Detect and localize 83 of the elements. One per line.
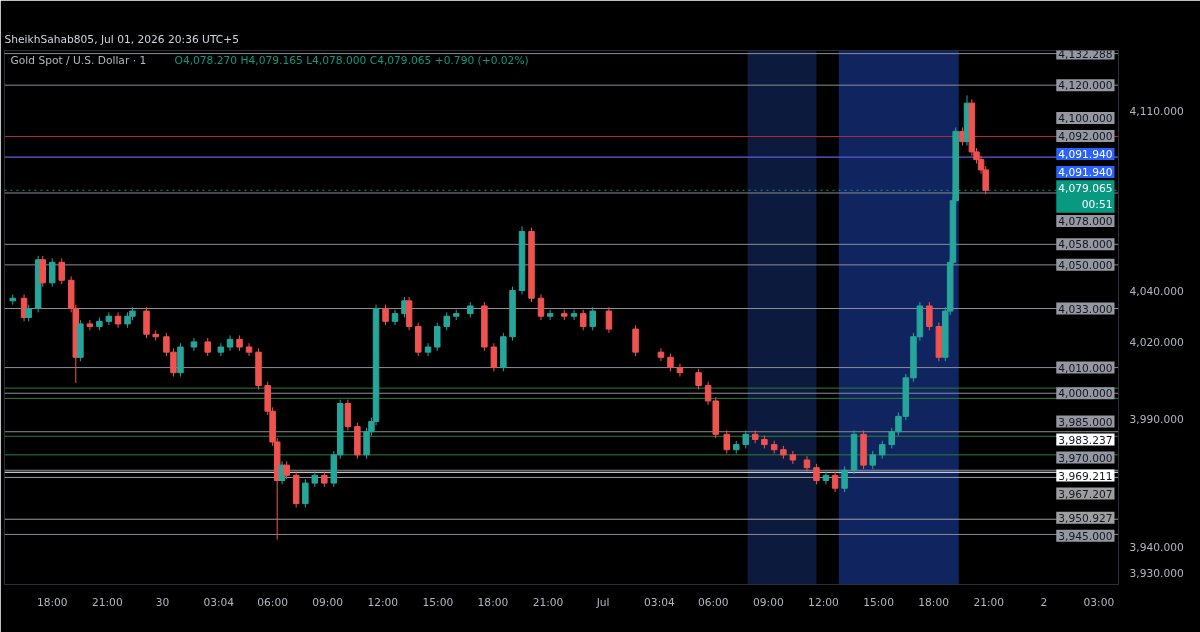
candlestick bbox=[217, 342, 225, 357]
y-tick-label: 4,040.000 bbox=[1129, 284, 1184, 298]
ref-line-label: 4,050.000 bbox=[1058, 258, 1113, 272]
ref-line-label: 3,969.211 bbox=[1058, 469, 1113, 483]
y-tick-label: 3,990.000 bbox=[1129, 412, 1184, 426]
x-tick-label: 15:00 bbox=[863, 595, 895, 609]
x-tick-label: 06:00 bbox=[697, 595, 729, 609]
candlestick bbox=[579, 309, 587, 331]
candlestick bbox=[245, 342, 253, 357]
candlestick bbox=[570, 309, 578, 321]
chart-title: Gold Spot / U.S. Dollar · 1 bbox=[10, 53, 147, 67]
x-tick-label: 15:00 bbox=[422, 595, 454, 609]
x-tick-label: 09:00 bbox=[753, 595, 784, 609]
candlestick bbox=[589, 306, 596, 331]
candlestick bbox=[48, 257, 56, 288]
y-tick-label: 3,940.000 bbox=[1129, 541, 1184, 555]
candlestick bbox=[537, 293, 545, 321]
ref-line-label: 3,970.000 bbox=[1058, 451, 1113, 465]
ref-line-label: 3,985.000 bbox=[1058, 415, 1113, 429]
x-tick-label: 2 bbox=[1040, 595, 1048, 609]
candlestick bbox=[39, 255, 47, 288]
x-tick-label: 03:00 bbox=[1083, 595, 1115, 609]
candlestick bbox=[723, 429, 731, 455]
candlestick bbox=[822, 471, 830, 485]
candlestick bbox=[632, 324, 639, 357]
ref-line-label: 4,000.000 bbox=[1058, 387, 1113, 401]
ref-line-label: 4,100.000 bbox=[1058, 112, 1113, 126]
candlestick bbox=[190, 337, 198, 352]
x-tick-label: 18:00 bbox=[36, 595, 68, 609]
x-tick-label: 21:00 bbox=[91, 595, 123, 609]
ref-line-label: 4,091.940 bbox=[1058, 148, 1113, 162]
x-tick-label: 03:04 bbox=[644, 595, 676, 609]
ref-line-label: 4,033.000 bbox=[1058, 302, 1113, 316]
ref-line-label: 3,950.927 bbox=[1058, 511, 1113, 525]
annotation: O4,078.270 H4,079.165 L4,078.000 C4,079.065 +0.790 (+0.02%) bbox=[174, 53, 529, 67]
y-tick-label: 4,020.000 bbox=[1129, 335, 1184, 349]
ref-line-label: 4,120.000 bbox=[1058, 79, 1113, 93]
x-tick-label: 12:00 bbox=[808, 595, 840, 609]
x-tick-label: 12:00 bbox=[367, 595, 399, 609]
candlestick bbox=[490, 342, 498, 372]
candlestick bbox=[382, 304, 389, 326]
candlestick bbox=[86, 319, 94, 331]
candlestick bbox=[105, 311, 113, 326]
candlestick bbox=[803, 455, 811, 473]
candlestick bbox=[58, 257, 65, 285]
ref-line-label: 3,967.207 bbox=[1058, 487, 1113, 501]
ref-line-label: 4,092.000 bbox=[1058, 130, 1113, 144]
x-tick-label: 30 bbox=[155, 595, 170, 609]
candlestick bbox=[789, 450, 797, 465]
candlestick bbox=[344, 399, 352, 431]
candlestick bbox=[605, 306, 613, 334]
ref-line-label: 4,058.000 bbox=[1058, 238, 1113, 252]
candlestick bbox=[695, 368, 702, 390]
ref-line-label: 4,078.000 bbox=[1058, 215, 1113, 229]
candlestick bbox=[676, 363, 684, 378]
candlestick bbox=[813, 463, 820, 485]
candlestick bbox=[657, 347, 665, 362]
x-tick-label: 09:00 bbox=[312, 595, 344, 609]
candlestick bbox=[424, 342, 432, 357]
y-tick-label: 4,110.000 bbox=[1129, 104, 1184, 118]
x-tick-label: 18:00 bbox=[477, 595, 509, 609]
x-tick-label: 03:04 bbox=[203, 595, 235, 609]
candlestick bbox=[114, 311, 122, 329]
x-tick-label: 06:00 bbox=[257, 595, 289, 609]
ref-line-label: 3,945.000 bbox=[1058, 529, 1113, 543]
chart-subtitle: SheikhSahab805, Jul 01, 2026 20:36 UTC+5 bbox=[4, 32, 239, 46]
x-tick-label: 21:00 bbox=[532, 595, 564, 609]
ref-line-label: 4,132.288 bbox=[1058, 47, 1113, 61]
annotation: 4,091.940 bbox=[1058, 166, 1113, 180]
ref-line-label: 4,010.000 bbox=[1058, 361, 1113, 375]
ref-line-label: 4,079.065 00:51 bbox=[1058, 182, 1113, 211]
candlestick bbox=[831, 471, 839, 493]
y-tick-label: 3,930.000 bbox=[1129, 566, 1184, 580]
candlestick bbox=[926, 301, 933, 331]
candlestick bbox=[143, 306, 150, 339]
candlestick bbox=[302, 478, 309, 508]
x-tick-label: 21:00 bbox=[973, 595, 1005, 609]
ref-line-label: 3,983.237 bbox=[1058, 433, 1113, 447]
candlestick bbox=[841, 465, 848, 493]
x-tick-label: Jul bbox=[595, 595, 610, 609]
x-tick-label: 18:00 bbox=[918, 595, 950, 609]
candlestick bbox=[226, 334, 234, 352]
candlestick bbox=[433, 322, 441, 352]
